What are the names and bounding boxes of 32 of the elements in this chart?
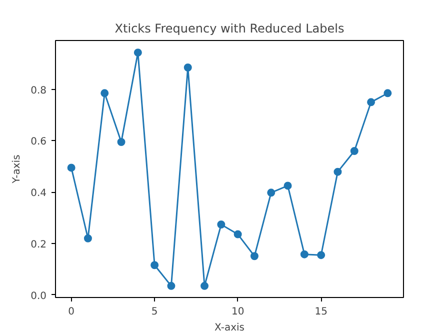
point <box>317 251 326 260</box>
point <box>167 282 176 290</box>
point <box>384 89 392 98</box>
point <box>234 230 242 238</box>
x-tick-label: 15 <box>314 306 328 318</box>
point <box>200 282 209 290</box>
point <box>267 188 276 197</box>
x-tick-label: 5 <box>151 306 158 318</box>
point <box>250 252 258 260</box>
chart-title: Xticks Frequency with Reduced Labels <box>114 22 344 36</box>
x-tick-label: 0 <box>68 306 75 318</box>
point <box>84 234 92 242</box>
y-axis-title: Y-axis <box>12 154 23 184</box>
x-axis-title: X-axis <box>214 322 244 334</box>
y-tick-label: 0.4 <box>30 188 47 200</box>
point <box>217 220 226 229</box>
x-tick-label: 10 <box>231 306 244 318</box>
point <box>334 168 342 176</box>
point <box>350 147 358 156</box>
point <box>367 98 376 106</box>
point <box>300 250 308 258</box>
point <box>117 138 126 146</box>
y-tick-label: 0.0 <box>30 290 47 302</box>
y-tick-label: 0.8 <box>30 85 47 96</box>
y-tick-label: 0.2 <box>30 240 47 251</box>
point <box>284 182 292 190</box>
y-tick-label: 0.6 <box>30 136 47 148</box>
point <box>67 164 76 172</box>
point <box>150 261 159 270</box>
point <box>134 48 142 57</box>
point <box>100 89 109 98</box>
point <box>184 63 192 72</box>
